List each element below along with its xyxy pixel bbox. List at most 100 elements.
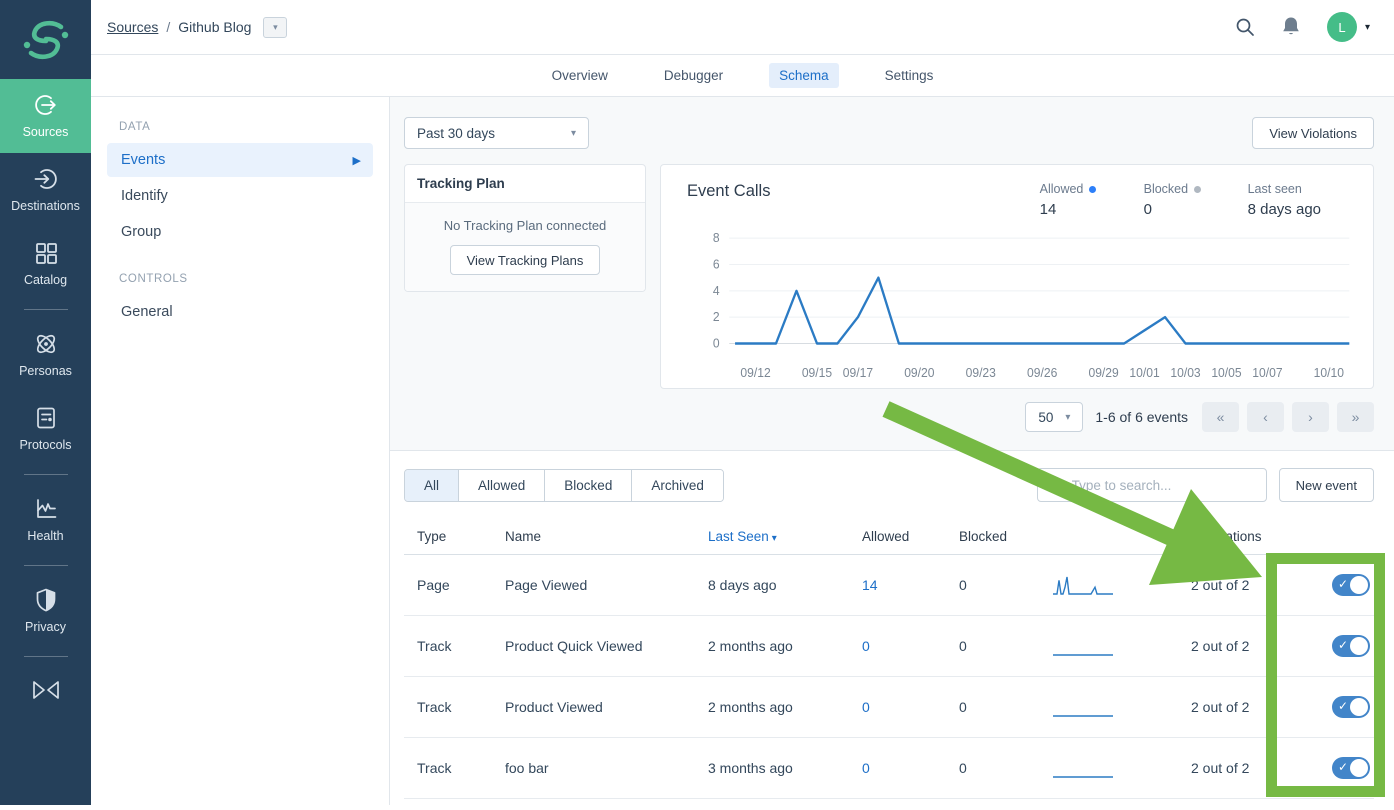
sidebar-item-personas[interactable]: Personas bbox=[0, 318, 91, 392]
catalog-icon bbox=[35, 243, 57, 264]
sidebar-item-general[interactable]: General bbox=[107, 295, 373, 329]
table-row[interactable]: Page Page Viewed 8 days ago 14 0 2 out o… bbox=[404, 555, 1374, 616]
page-size-select[interactable]: 50 ▾ bbox=[1025, 402, 1084, 432]
svg-text:10/05: 10/05 bbox=[1211, 366, 1241, 380]
event-last-seen: 2 months ago bbox=[708, 699, 793, 715]
event-calls-card: Event Calls Allowed 14 Blocked 0 bbox=[660, 164, 1374, 389]
avatar[interactable]: L bbox=[1326, 12, 1357, 42]
sidebar-item-group[interactable]: Group bbox=[107, 215, 373, 249]
tab-debugger[interactable]: Debugger bbox=[663, 68, 724, 83]
view-violations-button[interactable]: View Violations bbox=[1252, 117, 1374, 149]
sidebar-item-identify[interactable]: Identify bbox=[107, 179, 373, 213]
filter-tab-archived[interactable]: Archived bbox=[631, 469, 723, 501]
sidebar-item-protocols[interactable]: Protocols bbox=[0, 392, 91, 466]
first-page-button[interactable]: « bbox=[1202, 402, 1239, 432]
search-input[interactable] bbox=[1069, 476, 1256, 494]
chevron-down-icon: ▾ bbox=[570, 127, 576, 139]
group-label: Group bbox=[121, 224, 162, 240]
col-last-seen[interactable]: Last Seen ▾ bbox=[695, 529, 849, 544]
tab-overview[interactable]: Overview bbox=[551, 68, 608, 83]
search-icon[interactable] bbox=[1235, 17, 1255, 37]
sidebar-item-privacy[interactable]: Privacy bbox=[0, 574, 91, 648]
event-toggle[interactable]: ✓ bbox=[1332, 574, 1370, 596]
sidebar-divider bbox=[23, 309, 68, 310]
source-tabbar: Overview Debugger Schema Settings bbox=[91, 55, 1394, 97]
sidebar-item-partial[interactable] bbox=[31, 679, 61, 706]
sidebar-item-sources[interactable]: Sources bbox=[0, 79, 91, 153]
col-name[interactable]: Name bbox=[505, 528, 542, 544]
event-type: Track bbox=[417, 699, 452, 715]
sidebar-item-events[interactable]: Events ▶ bbox=[107, 143, 373, 177]
event-type: Track bbox=[417, 638, 452, 654]
chevron-down-icon[interactable]: ▾ bbox=[1271, 640, 1277, 652]
prev-page-button[interactable]: ‹ bbox=[1247, 402, 1284, 432]
check-icon: ✓ bbox=[1338, 699, 1349, 713]
blocked-count: 0 bbox=[959, 760, 967, 776]
chevron-down-icon[interactable]: ▾ bbox=[1271, 579, 1277, 591]
date-range-select[interactable]: Past 30 days ▾ bbox=[404, 117, 589, 149]
view-tracking-plans-button[interactable]: View Tracking Plans bbox=[449, 245, 601, 275]
sidebar-item-catalog[interactable]: Catalog bbox=[0, 227, 91, 301]
table-row[interactable]: Track foo bar 3 months ago 0 0 2 out of … bbox=[404, 738, 1374, 799]
sidebar-item-label: Health bbox=[27, 529, 64, 543]
event-toggle[interactable]: ✓ bbox=[1332, 696, 1370, 718]
allowed-dot-icon bbox=[1089, 185, 1097, 193]
identify-label: Identify bbox=[121, 188, 168, 204]
allowed-count-link[interactable]: 0 bbox=[862, 699, 870, 715]
event-type: Track bbox=[417, 760, 452, 776]
account-menu[interactable]: L ▾ bbox=[1326, 12, 1370, 42]
sidebar-item-label: Privacy bbox=[25, 620, 66, 634]
event-search bbox=[1036, 468, 1267, 502]
svg-text:10/01: 10/01 bbox=[1129, 366, 1159, 380]
tab-schema[interactable]: Schema bbox=[769, 63, 839, 88]
event-toggle[interactable]: ✓ bbox=[1332, 757, 1370, 779]
table-row[interactable]: Track Product Quick Viewed 2 months ago … bbox=[404, 616, 1374, 677]
blocked-stat-value: 0 bbox=[1143, 201, 1152, 218]
allowed-count-link[interactable]: 14 bbox=[862, 577, 878, 593]
sidebar-item-destinations[interactable]: Destinations bbox=[0, 153, 91, 227]
sidebar-divider bbox=[23, 565, 68, 566]
sidebar-item-label: Catalog bbox=[23, 273, 68, 287]
event-sparkline bbox=[1053, 715, 1113, 717]
col-type[interactable]: Type bbox=[417, 528, 447, 544]
bell-icon[interactable] bbox=[1281, 16, 1301, 38]
new-event-button[interactable]: New event bbox=[1278, 468, 1374, 502]
svg-text:09/29: 09/29 bbox=[1088, 366, 1118, 380]
tab-settings[interactable]: Settings bbox=[884, 68, 934, 83]
check-icon: ✓ bbox=[1338, 760, 1349, 774]
col-blocked[interactable]: Blocked bbox=[959, 528, 1008, 544]
event-calls-title: Event Calls bbox=[687, 182, 771, 200]
breadcrumb-sources-link[interactable]: Sources bbox=[107, 19, 159, 35]
svg-text:0: 0 bbox=[713, 336, 720, 350]
event-toggle[interactable]: ✓ bbox=[1332, 635, 1370, 657]
filter-tab-all[interactable]: All bbox=[405, 469, 459, 501]
segment-logo[interactable] bbox=[0, 0, 91, 79]
blocked-count: 0 bbox=[959, 699, 967, 715]
col-integrations[interactable]: Integrations bbox=[1191, 528, 1262, 544]
tracking-plan-title: Tracking Plan bbox=[405, 165, 645, 203]
event-last-seen: 3 months ago bbox=[708, 760, 793, 776]
allowed-count-link[interactable]: 0 bbox=[862, 638, 870, 654]
page-size-value: 50 bbox=[1038, 409, 1054, 425]
next-page-button[interactable]: › bbox=[1292, 402, 1329, 432]
privacy-icon bbox=[36, 588, 55, 612]
allowed-stat-value: 14 bbox=[1039, 201, 1057, 218]
source-switcher-button[interactable]: ▾ bbox=[263, 16, 288, 38]
sidebar-item-health[interactable]: Health bbox=[0, 483, 91, 557]
last-seen-stat: Last seen 8 days ago bbox=[1248, 182, 1321, 218]
col-allowed[interactable]: Allowed bbox=[862, 528, 910, 544]
allowed-count-link[interactable]: 0 bbox=[862, 760, 870, 776]
filter-tab-allowed[interactable]: Allowed bbox=[458, 469, 545, 501]
last-page-button[interactable]: » bbox=[1337, 402, 1374, 432]
blocked-stat-label: Blocked bbox=[1143, 182, 1189, 196]
chevron-down-icon[interactable]: ▾ bbox=[1271, 762, 1277, 774]
table-row[interactable]: Track Product Viewed 2 months ago 0 0 2 … bbox=[404, 677, 1374, 738]
svg-text:09/26: 09/26 bbox=[1027, 366, 1057, 380]
events-table-section: All Allowed Blocked Archived bbox=[390, 451, 1394, 805]
svg-text:09/20: 09/20 bbox=[904, 366, 934, 380]
filter-tab-blocked[interactable]: Blocked bbox=[544, 469, 632, 501]
destinations-icon bbox=[34, 169, 57, 189]
breadcrumb-separator: / bbox=[166, 19, 171, 35]
chevron-down-icon[interactable]: ▾ bbox=[1271, 701, 1277, 713]
chevron-down-icon: ▾ bbox=[1364, 21, 1370, 33]
